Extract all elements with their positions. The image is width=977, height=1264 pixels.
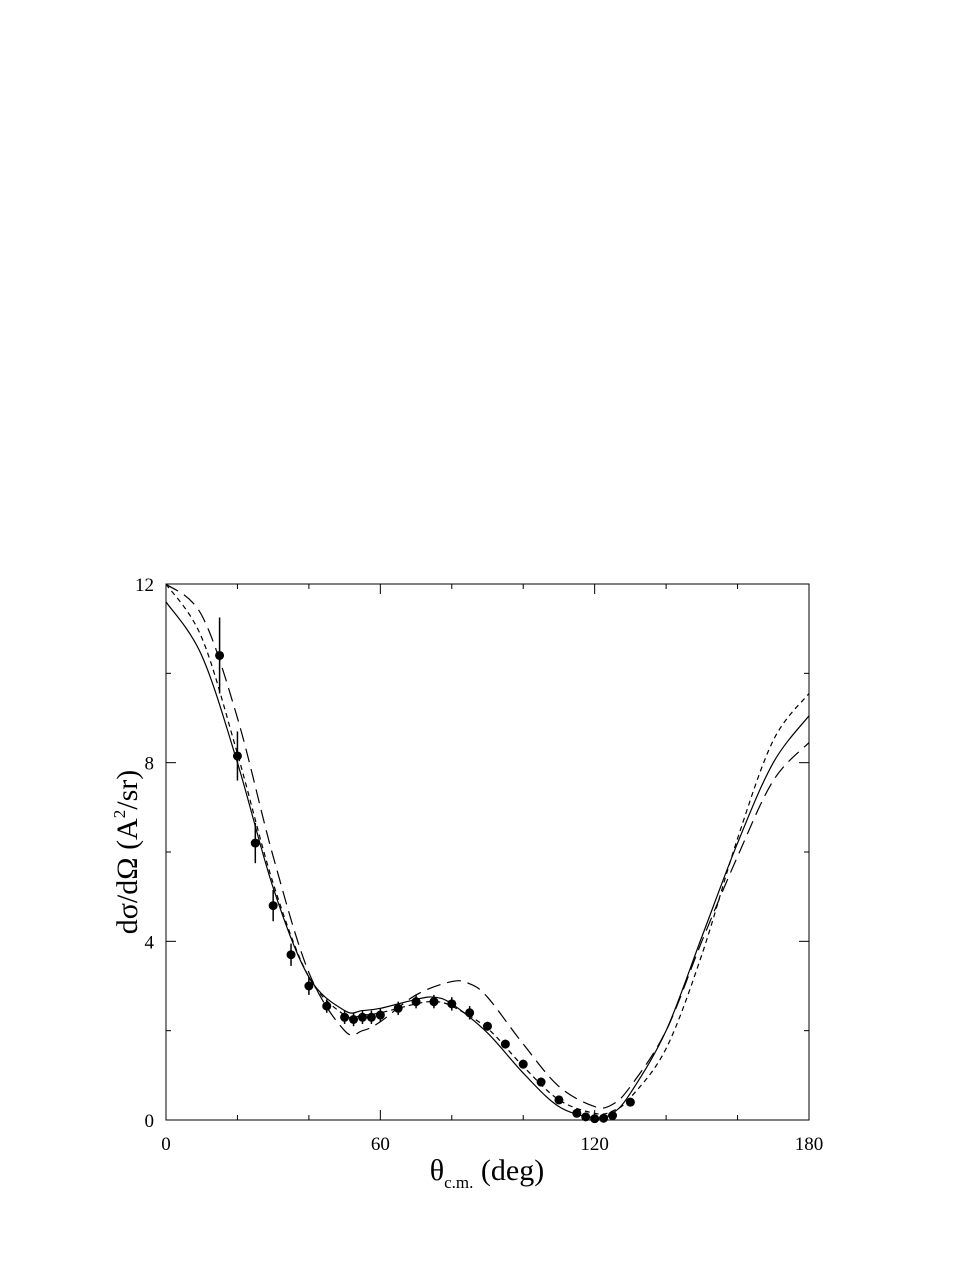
y-axis-label: dσ/dΩ (A2/sr)	[110, 770, 144, 934]
data-point	[518, 1059, 528, 1069]
y-tick-label: 8	[145, 754, 155, 775]
y-tick-label: 4	[145, 932, 155, 953]
data-point	[599, 1113, 609, 1123]
data-point	[304, 981, 314, 991]
x-tick-label: 0	[161, 1134, 171, 1155]
curve	[165, 601, 810, 1119]
x-tick-label: 120	[580, 1134, 609, 1155]
data-point	[357, 1012, 367, 1022]
x-tick-label: 60	[371, 1134, 390, 1155]
y-tick-label: 0	[145, 1111, 155, 1132]
data-point	[232, 751, 242, 761]
data-point	[554, 1095, 564, 1105]
x-label-subscript: c.m.	[444, 1173, 473, 1192]
data-point	[375, 1010, 385, 1020]
data-point	[590, 1114, 600, 1124]
data-point	[447, 999, 457, 1009]
data-point	[340, 1012, 350, 1022]
data-point	[500, 1039, 510, 1049]
y-label-main: dσ/dΩ (A	[111, 818, 144, 934]
curve	[165, 583, 810, 1115]
data-point	[349, 1015, 359, 1024]
curve	[165, 583, 810, 1109]
data-point	[536, 1077, 546, 1087]
x-label-rest: (deg)	[473, 1154, 544, 1187]
data-point	[366, 1012, 376, 1022]
x-axis-label: θc.m. (deg)	[430, 1154, 544, 1192]
data-point	[572, 1108, 582, 1118]
data-point	[625, 1097, 635, 1107]
data-point	[250, 838, 260, 848]
data-point	[608, 1111, 618, 1121]
x-tick-label: 180	[795, 1134, 824, 1155]
data-point	[581, 1112, 591, 1122]
data-point	[268, 901, 278, 911]
data-point	[286, 950, 296, 960]
y-label-superscript: 2	[110, 810, 129, 819]
data-point	[465, 1008, 475, 1018]
y-label-rest: /sr)	[111, 770, 144, 810]
y-tick-label: 12	[135, 575, 154, 596]
data-point	[411, 997, 421, 1007]
data-point	[393, 1003, 403, 1013]
data-point	[322, 1001, 332, 1011]
data-point	[483, 1021, 492, 1031]
data-point	[215, 650, 225, 660]
data-point	[429, 997, 439, 1007]
x-label-symbol: θ	[430, 1154, 444, 1187]
